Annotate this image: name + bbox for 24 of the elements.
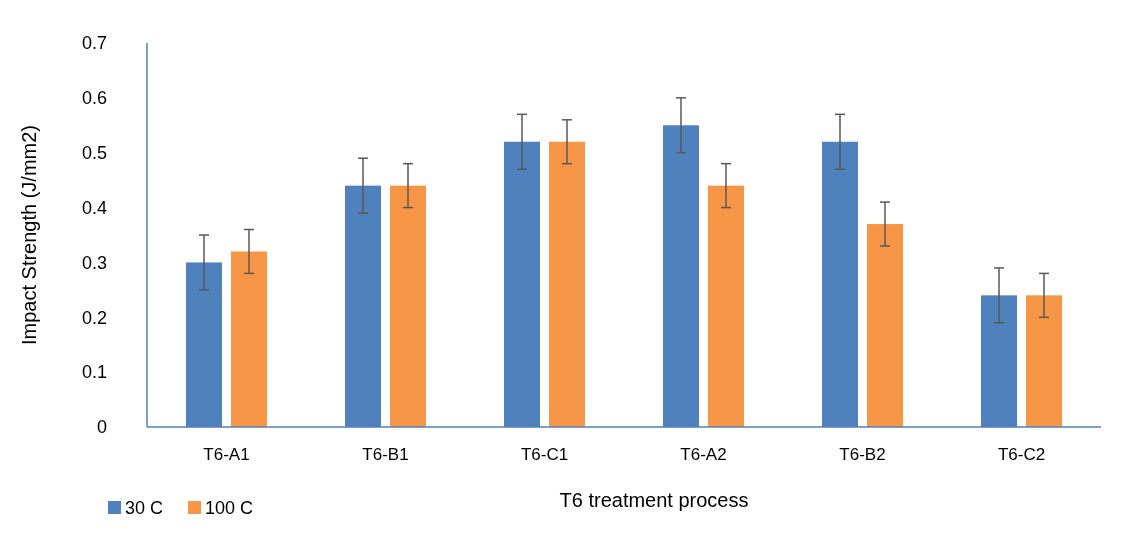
- bar: [708, 185, 744, 427]
- x-tick-label: T6-B2: [839, 445, 886, 464]
- bar: [231, 251, 267, 427]
- y-tick-label: 0.7: [81, 33, 107, 54]
- y-axis-title: Impact Strength (J/mm2): [18, 124, 40, 346]
- y-tick-label: 0.4: [81, 197, 107, 218]
- x-tick-label: T6-B1: [362, 445, 409, 464]
- x-axis-title: T6 treatment process: [559, 489, 749, 511]
- y-tick-label: 0: [96, 417, 107, 438]
- y-tick-label: 0.1: [81, 362, 107, 383]
- x-tick-label: T6-A2: [680, 445, 727, 464]
- x-tick-label: T6-C1: [520, 445, 569, 464]
- bar: [1026, 295, 1062, 427]
- y-tick-label: 0.5: [81, 143, 107, 164]
- bar: [867, 224, 903, 427]
- y-tick-label: 0.6: [81, 88, 107, 109]
- bar: [390, 185, 426, 427]
- legend-label: 30 C: [125, 498, 164, 518]
- x-tick-label: T6-A1: [203, 445, 250, 464]
- y-tick-label: 0.3: [81, 252, 107, 273]
- x-tick-label: T6-C2: [997, 445, 1046, 464]
- bar: [549, 141, 585, 427]
- y-tick-label: 0.2: [81, 307, 107, 328]
- legend-label: 100 C: [205, 498, 254, 518]
